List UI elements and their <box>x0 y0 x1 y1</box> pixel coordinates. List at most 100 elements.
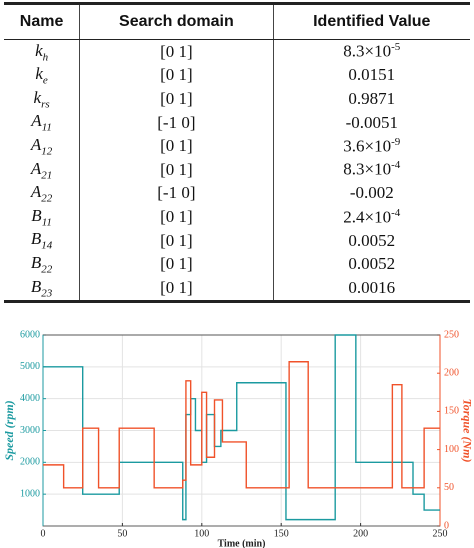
value-base: 3.6×10 <box>343 136 392 156</box>
x-tick-label: 200 <box>353 528 368 539</box>
y-tick-label: 2000 <box>20 457 40 468</box>
value-cell: 0.9871 <box>272 87 470 111</box>
subscript: 12 <box>41 145 53 158</box>
symbol: A <box>30 182 42 202</box>
symbol: B <box>31 205 42 225</box>
domain-cell: [-1 0] <box>79 181 274 206</box>
name-cell: kh <box>4 40 80 64</box>
y2-axis-label: Torque (Nm) <box>460 399 474 463</box>
y-tick-label: 6000 <box>20 329 40 340</box>
x-tick-label: 0 <box>41 528 46 539</box>
table-row: A11 [-1 0] -0.0051 <box>4 110 470 135</box>
y-tick-label: 3000 <box>20 425 40 436</box>
symbol: k <box>33 87 42 107</box>
y-tick-label: 4000 <box>20 393 40 404</box>
value-base: 8.3×10 <box>343 42 392 62</box>
value-cell: 3.6×10-9 <box>272 134 470 158</box>
domain-cell: [0 1] <box>79 252 274 276</box>
name-cell: B22 <box>4 252 80 276</box>
column-header: Search domain <box>79 2 274 40</box>
table-row: B23 [0 1] 0.0016 <box>4 275 470 303</box>
value-cell: 8.3×10-4 <box>272 157 470 182</box>
name-cell: A12 <box>4 134 80 158</box>
column-header: Name <box>4 2 80 40</box>
symbol: B <box>30 252 42 272</box>
table-row: A21 [0 1] 8.3×10-4 <box>4 157 470 182</box>
name-cell: ke <box>4 64 80 88</box>
x-tick-label: 150 <box>274 528 289 539</box>
value-exponent: -4 <box>391 159 401 172</box>
value-cell: -0.002 <box>272 181 470 206</box>
value-base: 2.4×10 <box>343 207 392 227</box>
chart: 0 50 100 150 200 250 1000 2000 3000 4000 5000 6000 0… <box>2 329 474 548</box>
subscript: h <box>42 50 49 63</box>
domain-cell: [0 1] <box>79 87 274 111</box>
y-tick-label: 1000 <box>20 488 40 499</box>
y2-tick-label: 50 <box>444 482 454 493</box>
value-exponent: -5 <box>391 41 401 54</box>
value-cell: 0.0151 <box>272 63 470 88</box>
name-cell: krs <box>4 87 80 111</box>
table-row: B11 [0 1] 2.4×10-4 <box>4 205 470 229</box>
domain-cell: [0 1] <box>79 39 274 64</box>
symbol: A <box>30 158 42 178</box>
column-header: Identified Value <box>272 2 470 40</box>
y2-tick-label: 200 <box>444 367 459 378</box>
x-axis-label: Time (min) <box>218 538 266 548</box>
name-cell: B23 <box>4 275 80 303</box>
parameter-table: Name Search domain Identified Value kh [0 1]… <box>4 2 470 303</box>
symbol: k <box>35 64 43 84</box>
subscript: 14 <box>41 239 53 252</box>
subscript: rs <box>41 98 50 111</box>
name-cell: B11 <box>4 205 80 229</box>
value-cell: 0.0052 <box>272 252 470 276</box>
domain-cell: [-1 0] <box>79 110 274 135</box>
subscript: 22 <box>41 192 53 205</box>
value-cell: 0.0052 <box>272 228 470 253</box>
subscript: 22 <box>41 263 53 276</box>
value-exponent: -9 <box>391 135 401 148</box>
table-row: B14 [0 1] 0.0052 <box>4 228 470 253</box>
name-cell: A11 <box>4 111 80 135</box>
table-row: kh [0 1] 8.3×10-5 <box>4 39 470 64</box>
table-row: A22 [-1 0] -0.002 <box>4 181 470 206</box>
subscript: e <box>42 74 48 87</box>
name-cell: A22 <box>4 182 80 206</box>
subscript: 11 <box>41 216 52 229</box>
symbol: k <box>35 40 43 60</box>
y2-tick-label: 250 <box>444 329 459 340</box>
subscript: 11 <box>41 121 52 134</box>
domain-cell: [0 1] <box>79 157 274 182</box>
y2-tick-label: 150 <box>444 406 459 417</box>
domain-cell: [0 1] <box>79 228 274 253</box>
domain-cell: [0 1] <box>79 63 274 88</box>
value-cell: 2.4×10-4 <box>272 205 470 229</box>
name-cell: B14 <box>4 229 80 253</box>
x-tick-label: 50 <box>117 528 127 539</box>
x-tick-label: 100 <box>194 528 209 539</box>
name-cell: A21 <box>4 158 80 182</box>
y2-tick-label: 0 <box>444 520 449 531</box>
symbol: A <box>31 111 42 131</box>
subscript: 21 <box>41 168 53 181</box>
table-row: krs [0 1] 0.9871 <box>4 87 470 111</box>
value-exponent: -4 <box>391 206 401 219</box>
symbol: B <box>30 229 42 249</box>
table-row: ke [0 1] 0.0151 <box>4 63 470 88</box>
value-base: 8.3×10 <box>343 160 392 180</box>
series-line <box>43 334 440 521</box>
table-row: B22 [0 1] 0.0052 <box>4 252 470 276</box>
domain-cell: [0 1] <box>79 205 274 229</box>
y2-tick-label: 100 <box>444 444 459 455</box>
value-cell: 0.0016 <box>272 275 470 303</box>
symbol: B <box>30 276 42 296</box>
y-tick-label: 5000 <box>20 361 40 372</box>
value-cell: -0.0051 <box>272 110 470 135</box>
y-axis-label: Speed (rpm) <box>2 400 16 460</box>
value-cell: 8.3×10-5 <box>272 39 470 64</box>
domain-cell: [0 1] <box>79 134 274 158</box>
domain-cell: [0 1] <box>79 275 274 303</box>
table-row: A12 [0 1] 3.6×10-9 <box>4 134 470 158</box>
symbol: A <box>30 134 42 154</box>
